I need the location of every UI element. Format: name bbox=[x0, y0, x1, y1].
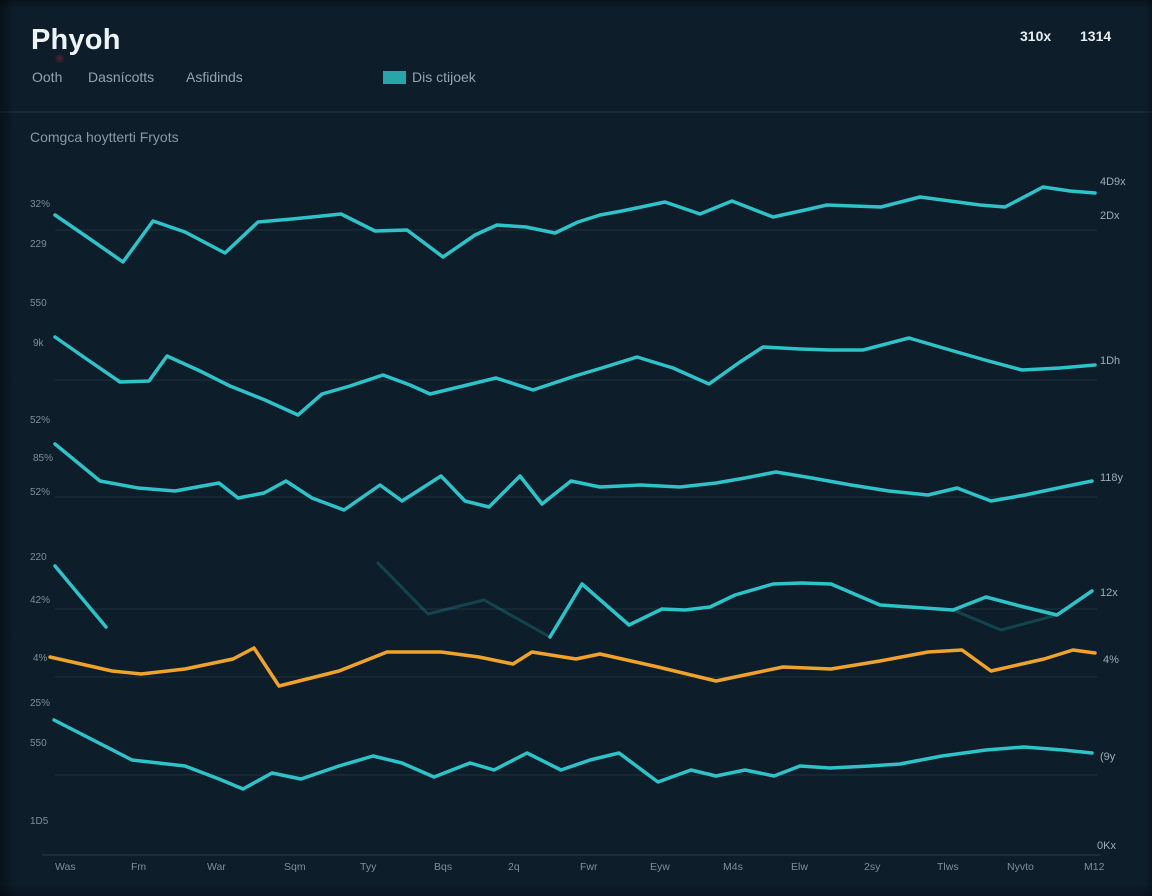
svg-text:9k: 9k bbox=[33, 338, 45, 349]
svg-text:1D5: 1D5 bbox=[30, 816, 49, 827]
svg-text:4%: 4% bbox=[1103, 654, 1119, 666]
svg-text:Sqm: Sqm bbox=[284, 861, 306, 873]
svg-text:52%: 52% bbox=[30, 487, 50, 498]
svg-text:229: 229 bbox=[30, 239, 47, 250]
svg-text:42%: 42% bbox=[30, 595, 50, 606]
svg-text:550: 550 bbox=[30, 298, 47, 309]
svg-text:550: 550 bbox=[30, 738, 47, 749]
svg-text:M4s: M4s bbox=[723, 861, 743, 873]
svg-text:Tlws: Tlws bbox=[937, 861, 959, 873]
svg-text:1Dh: 1Dh bbox=[1100, 355, 1120, 367]
svg-text:2Dx: 2Dx bbox=[1100, 210, 1120, 222]
svg-text:Tyy: Tyy bbox=[360, 861, 377, 873]
svg-text:Was: Was bbox=[55, 861, 76, 873]
svg-text:4D9x: 4D9x bbox=[1100, 176, 1126, 188]
svg-text:2q: 2q bbox=[508, 861, 520, 873]
svg-text:0Kx: 0Kx bbox=[1097, 840, 1116, 852]
svg-text:War: War bbox=[207, 861, 226, 873]
svg-text:2sy: 2sy bbox=[864, 861, 881, 873]
svg-text:52%: 52% bbox=[30, 415, 50, 426]
svg-text:25%: 25% bbox=[30, 698, 50, 709]
svg-text:Fm: Fm bbox=[131, 861, 146, 873]
svg-text:(9y: (9y bbox=[1100, 751, 1116, 763]
svg-text:Bqs: Bqs bbox=[434, 861, 452, 873]
svg-text:12x: 12x bbox=[1100, 587, 1118, 599]
svg-text:Eyw: Eyw bbox=[650, 861, 670, 873]
svg-text:M12: M12 bbox=[1084, 861, 1105, 873]
svg-text:118y: 118y bbox=[1100, 472, 1124, 484]
svg-text:Nyvto: Nyvto bbox=[1007, 861, 1034, 873]
svg-text:4%: 4% bbox=[33, 653, 48, 664]
svg-text:85%: 85% bbox=[33, 453, 53, 464]
svg-text:220: 220 bbox=[30, 552, 47, 563]
svg-text:32%: 32% bbox=[30, 199, 50, 210]
svg-text:Elw: Elw bbox=[791, 861, 808, 873]
svg-text:Fwr: Fwr bbox=[580, 861, 598, 873]
